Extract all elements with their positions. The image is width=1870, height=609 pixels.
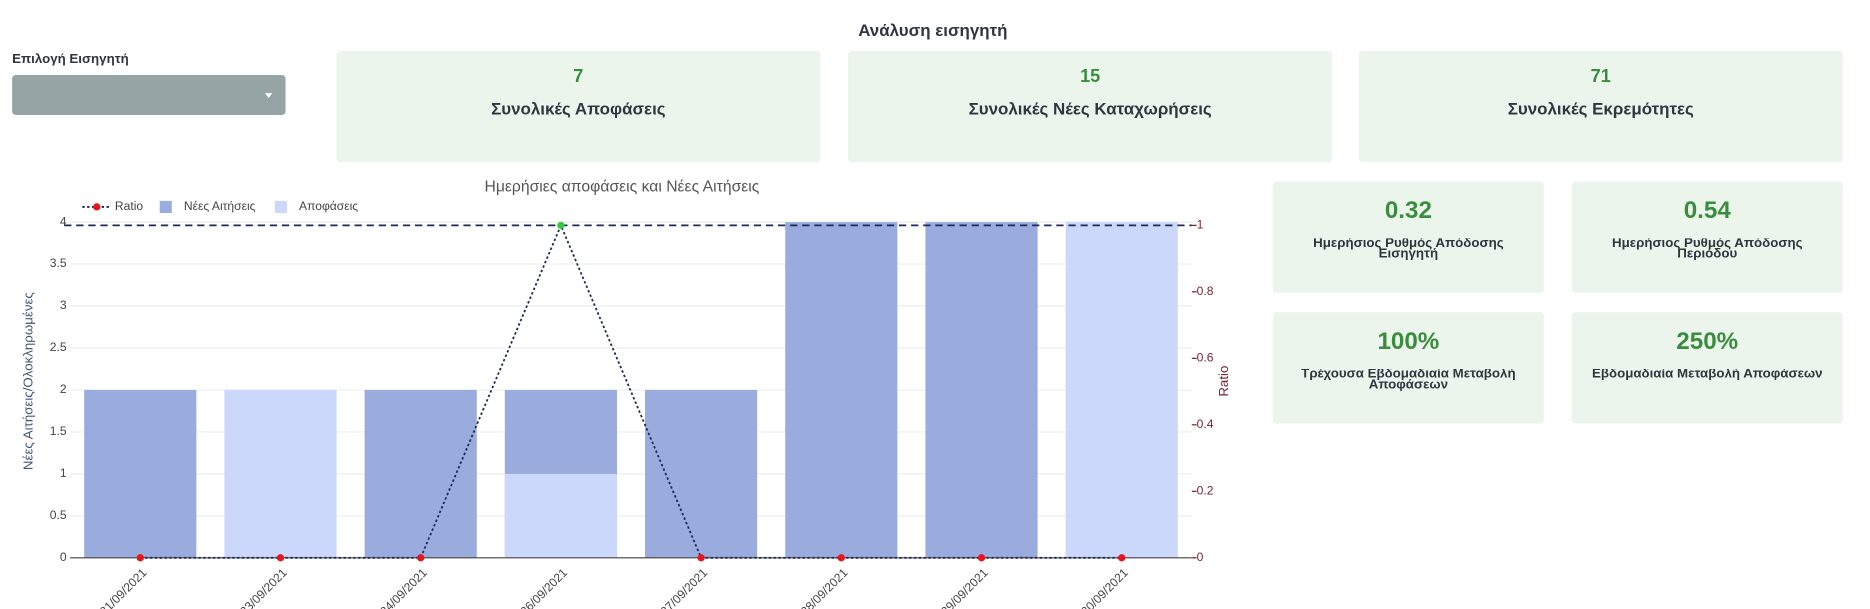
x-tick-label: 26/09/2021 [517,565,570,609]
bar [785,222,898,558]
metric-label-box: Ημερήσιος Ρυθμός Απόδοσης Περιόδου [1612,238,1803,262]
legend-swatch [159,200,172,213]
metric-label: Ημερήσιος Ρυθμός Απόδοσης Περιόδου [1612,238,1803,262]
metric-value: 0.54 [1684,197,1732,224]
ratio-marker [557,221,565,229]
metric-label: Εβδομαδιαία Μεταβολή Αποφάσεων [1591,369,1823,382]
metric-label-box: Ημερήσιος Ρυθμός Απόδοσης Εισηγητή [1313,238,1504,262]
bar [224,389,337,558]
ratio-marker [417,554,425,562]
x-tick-label: 28/09/2021 [798,565,851,609]
bar [1065,222,1178,558]
selector-dropdown[interactable] [12,75,286,115]
kpi-value: 7 [573,66,583,86]
ratio-marker [697,554,705,562]
y2-tick-label: 0.4 [1197,417,1214,431]
y-axis-title: Νέες Αιτήσεις/Ολοκληρωμένες [21,292,36,470]
legend-label: Ratio [115,199,143,213]
ratio-marker [837,554,845,562]
y-tick-label: 3 [60,298,67,312]
metric-label-box: Εβδομαδιαία Μεταβολή Αποφάσεων [1591,369,1823,382]
bar [645,389,758,558]
legend-label: Νέες Αιτήσεις [184,199,256,213]
ratio-marker [276,554,285,562]
y-tick-label: 0 [60,550,67,564]
y2-tick-label: 0.2 [1197,484,1214,498]
bar [364,389,477,558]
ratio-marker [136,554,144,562]
legend-marker [93,203,101,211]
chart-title: Ημερήσιες αποφάσεις και Νέες Αιτήσεις [484,179,759,196]
y-tick-label: 0.5 [50,508,67,522]
x-tick-label: 21/09/2021 [97,565,150,609]
kpi-label: Συνολικές Αποφάσεις [491,100,666,119]
kpi-value: 71 [1591,66,1611,86]
y2-tick-label: 0.8 [1197,284,1214,298]
ratio-marker [1118,554,1126,562]
metric-value: 250% [1676,328,1738,355]
bar [84,389,197,558]
ratio-line [140,223,1122,559]
y2-tick-label: 0 [1197,550,1204,564]
y2-axis-title: Ratio [1216,366,1231,397]
y2-tick-label: 1 [1197,218,1204,232]
x-tick-label: 23/09/2021 [237,565,290,609]
metric-value: 100% [1377,328,1439,355]
y-tick-label: 1 [60,466,67,480]
y-tick-label: 2.5 [50,340,67,354]
bar [504,473,617,558]
metric-card [1272,312,1544,424]
y2-tick-label: 0.6 [1197,351,1214,365]
x-tick-label: 27/09/2021 [658,565,711,609]
dropdown-arrow[interactable] [264,93,273,99]
y-tick-label: 2 [60,382,67,396]
legend-label: Αποφάσεις [299,199,358,213]
x-tick-label: 29/09/2021 [938,565,991,609]
y-tick-label: 3.5 [50,256,67,270]
ratio-marker [977,554,986,562]
metric-label: Τρέχουσα Εβδομαδιαία Μεταβολή Αποφάσεων [1301,369,1516,393]
kpi-label: Συνολικές Νέες Καταχωρήσεις [969,100,1212,119]
bar [925,222,1038,558]
x-tick-label: 30/09/2021 [1078,565,1131,609]
kpi-label: Συνολικές Εκρεμότητες [1508,100,1694,119]
kpi-card [1358,50,1843,163]
y-tick-label: 4 [60,214,67,228]
metric-label-box: Τρέχουσα Εβδομαδιαία Μεταβολή Αποφάσεων [1301,369,1516,393]
metric-value: 0.32 [1385,197,1432,224]
kpi-card [336,50,821,163]
kpi-card [848,50,1333,163]
selector-label: Επιλογή Εισηγητή [12,51,129,66]
metric-card [1571,181,1843,293]
y-tick-label: 1.5 [50,424,67,438]
metric-card [1571,312,1843,424]
kpi-value: 15 [1080,66,1100,86]
metric-label: Ημερήσιος Ρυθμός Απόδοσης Εισηγητή [1313,238,1504,262]
page-title: Ανάλυση εισηγητή [858,21,1007,40]
legend-swatch [274,200,287,213]
x-tick-label: 24/09/2021 [377,565,430,609]
metric-card [1272,181,1544,293]
